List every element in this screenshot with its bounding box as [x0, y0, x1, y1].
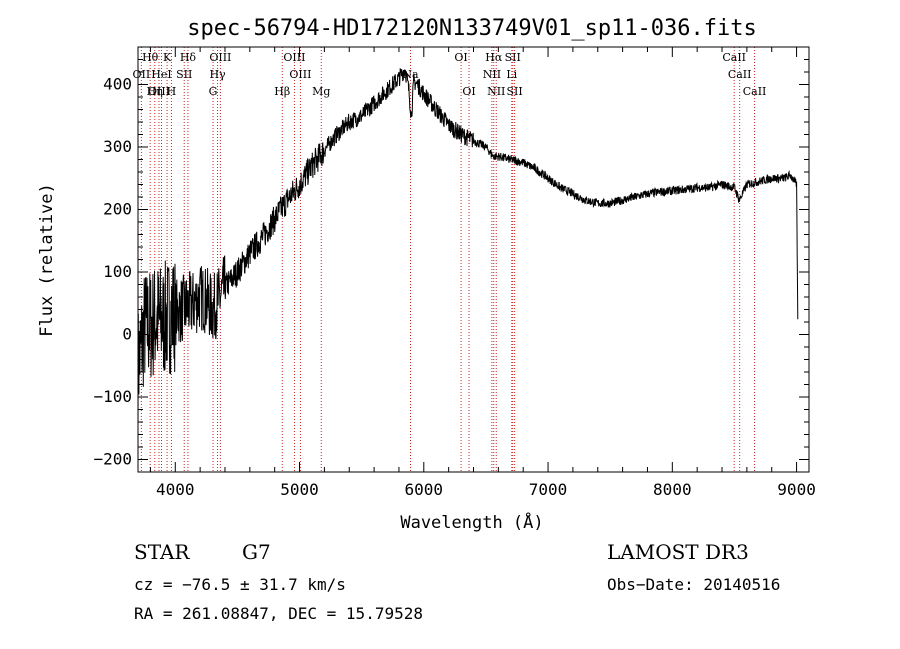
x-tick-label-1: 5000	[280, 480, 319, 499]
spectral-line-label-7: SII	[176, 68, 192, 81]
y-tick-label-3: 100	[103, 262, 132, 281]
chart-title: spec-56794-HD172120N133749V01_sp11-036.f…	[187, 16, 757, 41]
spectral-line-label-19: Hα	[485, 51, 503, 64]
spectral-line-label-0: Hθ	[142, 51, 159, 64]
object-subclass: G7	[242, 540, 271, 564]
spectral-line-label-14: Hβ	[274, 85, 290, 98]
spectral-line-label-5: K	[163, 51, 172, 64]
spectral-line-label-9: OIII	[209, 51, 231, 64]
flux-line	[137, 68, 799, 426]
survey-name: LAMOST DR3	[607, 540, 749, 564]
spectral-line-label-18: OI	[462, 85, 475, 98]
spectral-line-label-22: SII	[505, 51, 521, 64]
x-axis-label: Wavelength (Å)	[400, 511, 543, 533]
y-tick-label-0: −200	[93, 450, 132, 469]
y-tick-label-4: 200	[103, 200, 132, 219]
spectral-line-label-27: CaII	[743, 85, 767, 98]
spectral-line-label-17: OI	[454, 51, 467, 64]
spectral-line-label-1: OII	[132, 68, 150, 81]
spectral-line-label-26: CaII	[728, 68, 752, 81]
spectral-line-label-4: HeI	[151, 68, 171, 81]
x-tick-label-3: 7000	[529, 480, 568, 499]
spectral-line-label-23: Li	[506, 68, 517, 81]
x-tick-label-5: 9000	[777, 480, 816, 499]
redshift-velocity: cz = −76.5 ± 31.7 km/s	[134, 575, 346, 594]
coordinates: RA = 261.08847, DEC = 15.79528	[134, 604, 423, 623]
object-class: STAR	[134, 540, 190, 564]
spectral-line-label-25: CaII	[722, 51, 746, 64]
observation-date: Obs−Date: 20140516	[607, 575, 781, 594]
y-tick-label-5: 300	[103, 137, 132, 156]
y-tick-label-2: 0	[122, 325, 132, 344]
spectral-line-label-15: Mg	[312, 85, 330, 98]
x-tick-label-4: 8000	[653, 480, 692, 499]
spectral-line-label-2: OIII	[148, 85, 170, 98]
spectral-line-label-10: Hγ	[209, 68, 226, 81]
y-tick-label-1: −100	[93, 387, 132, 406]
spectral-line-label-12: OIII	[283, 51, 305, 64]
spectral-line-label-13: OIII	[289, 68, 311, 81]
x-axis-ticks: 4000 5000 6000 7000 8000 9000	[149, 47, 816, 499]
x-tick-label-2: 6000	[405, 480, 444, 499]
spectral-line-label-3: Hη	[147, 85, 163, 98]
spectral-lines	[140, 47, 756, 472]
y-axis-ticks: −200 −100 0 100 200 300 400	[93, 59, 809, 469]
y-tick-label-6: 400	[103, 75, 132, 94]
spectral-line-label-20: NII	[483, 68, 501, 81]
spectral-line-label-24: SII	[507, 85, 523, 98]
flux-series	[137, 68, 799, 426]
spectral-line-label-11: G	[209, 85, 218, 98]
x-tick-label-0: 4000	[156, 480, 195, 499]
spectral-line-label-6: H	[167, 85, 177, 98]
y-axis-label: Flux (relative)	[37, 183, 57, 337]
spectral-line-label-21: NII	[487, 85, 505, 98]
spectral-line-label-8: Hδ	[180, 51, 197, 64]
